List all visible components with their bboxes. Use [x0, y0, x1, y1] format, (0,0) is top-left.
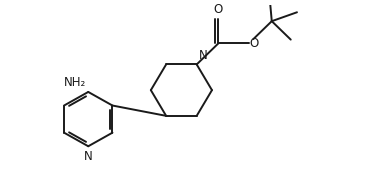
Text: N: N [199, 48, 207, 61]
Text: N: N [84, 150, 93, 163]
Text: O: O [214, 3, 223, 16]
Text: O: O [249, 37, 259, 50]
Text: NH₂: NH₂ [64, 76, 86, 89]
